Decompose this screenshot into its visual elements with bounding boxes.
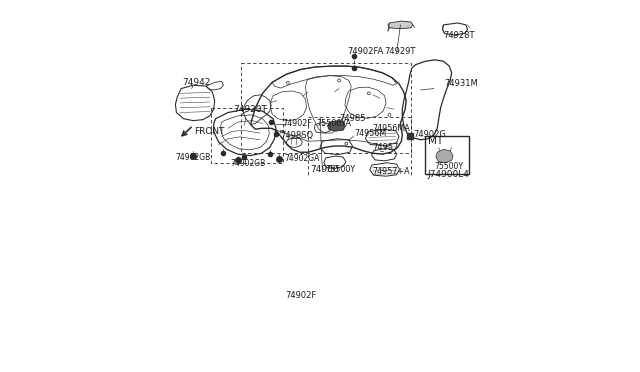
Polygon shape — [328, 121, 346, 131]
Polygon shape — [388, 21, 413, 29]
Text: 74902GB: 74902GB — [230, 159, 265, 168]
Text: 74902G: 74902G — [413, 131, 446, 140]
Text: 74900: 74900 — [310, 166, 339, 174]
Text: FRONT: FRONT — [195, 127, 225, 136]
Text: 74902GB: 74902GB — [175, 154, 211, 163]
Text: 74985: 74985 — [339, 114, 365, 123]
Polygon shape — [436, 149, 453, 163]
Text: 74956M: 74956M — [355, 129, 387, 138]
Text: 74931M: 74931M — [444, 79, 478, 88]
Text: 74902GA: 74902GA — [284, 154, 319, 163]
Text: 74928T: 74928T — [444, 31, 475, 41]
Text: 75500YA: 75500YA — [316, 119, 351, 128]
Text: MT: MT — [428, 136, 444, 146]
Text: 74956MA: 74956MA — [372, 124, 410, 133]
Text: 75500Y: 75500Y — [434, 162, 463, 171]
Text: 74957: 74957 — [372, 143, 399, 152]
Text: 7498SQ: 7498SQ — [281, 131, 314, 140]
Text: 74920T: 74920T — [233, 105, 267, 113]
Text: 74902FA: 74902FA — [347, 47, 383, 56]
Text: 74902F: 74902F — [285, 291, 317, 300]
Text: 74957+A: 74957+A — [372, 167, 410, 176]
Text: 74942: 74942 — [182, 78, 211, 87]
Text: 74929T: 74929T — [385, 47, 416, 56]
Bar — [426, 137, 469, 174]
Text: J74900L4: J74900L4 — [428, 170, 470, 179]
Text: 74902F: 74902F — [283, 119, 312, 128]
Text: 75500Y: 75500Y — [326, 166, 356, 174]
